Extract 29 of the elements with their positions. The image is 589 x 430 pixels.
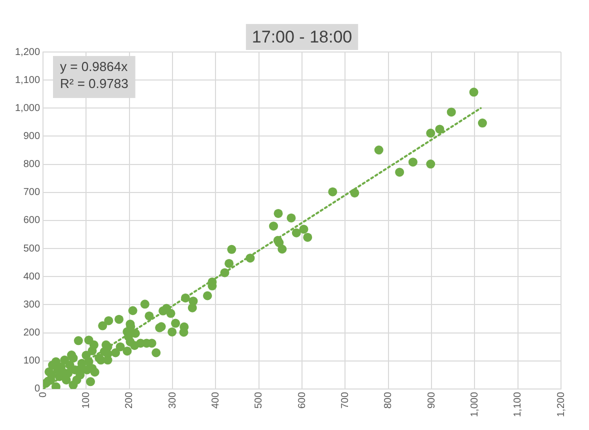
x-tick-label: 500 [254, 392, 265, 409]
y-tick-label: 200 [23, 328, 40, 339]
x-tick-label: 1,100 [512, 392, 524, 418]
x-tick-label: 1,200 [556, 392, 567, 418]
x-tick-label: 600 [296, 392, 308, 409]
x-tick-label: 900 [426, 392, 438, 409]
y-tick-label: 800 [23, 159, 40, 170]
x-tick-label: 700 [340, 392, 351, 409]
y-tick-label: 700 [23, 187, 40, 198]
annotation: R² = 0.9783 [60, 76, 128, 92]
y-tick-label: 1,100 [14, 74, 40, 86]
x-tick-label: 800 [383, 392, 394, 409]
annotation: y = 0.9864x [60, 59, 128, 74]
x-tick-label: 200 [124, 392, 136, 409]
y-tick-label: 0 [34, 384, 40, 395]
y-tick-label: 1,200 [14, 46, 40, 58]
x-tick-label: 100 [80, 392, 92, 409]
y-tick-label: 300 [23, 299, 40, 310]
chart-title: 17:00 - 18:00 [252, 28, 352, 47]
y-tick-label: 500 [23, 243, 40, 254]
y-tick-label: 100 [23, 356, 40, 367]
x-tick-label: 1,000 [469, 392, 480, 418]
y-tick-label: 400 [23, 271, 40, 282]
x-tick-label: 0 [38, 392, 49, 398]
y-tick-label: 900 [23, 130, 40, 142]
x-tick-label: 400 [210, 392, 222, 409]
y-tick-label: 1,000 [14, 102, 40, 114]
y-tick-label: 600 [23, 215, 40, 226]
x-tick-label: 300 [167, 392, 178, 409]
